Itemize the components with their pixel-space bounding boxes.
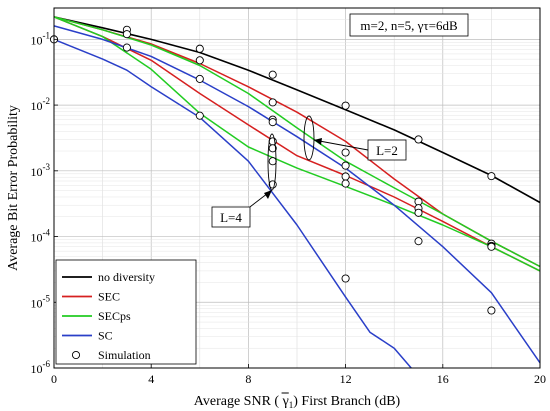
simulation-point bbox=[341, 172, 350, 181]
legend-label: SEC bbox=[98, 290, 120, 304]
x-tick-label: 8 bbox=[245, 372, 251, 386]
simulation-point bbox=[341, 179, 350, 188]
simulation-point bbox=[341, 161, 350, 170]
x-tick-label: 20 bbox=[534, 372, 546, 386]
legend: no diversity SEC SECps SC Simulation bbox=[55, 259, 197, 365]
simulation-point bbox=[122, 30, 131, 39]
simulation-point bbox=[487, 306, 496, 315]
legend-item-simulation: Simulation bbox=[71, 348, 151, 362]
series-sc-l2 bbox=[53, 25, 541, 364]
annotation-l4: L=4 bbox=[211, 133, 277, 228]
x-tick-label: 16 bbox=[437, 372, 449, 386]
simulation-point bbox=[268, 118, 277, 127]
legend-item-secps: SECps bbox=[62, 309, 131, 323]
x-tick-label: 4 bbox=[148, 372, 154, 386]
simulation-point bbox=[268, 157, 277, 166]
x-tick-label: 12 bbox=[340, 372, 352, 386]
legend-label: SC bbox=[98, 329, 113, 343]
simulation-point bbox=[341, 101, 350, 110]
series-sec-l4 bbox=[53, 16, 541, 272]
simulation-point bbox=[268, 144, 277, 153]
annotation-l2: L=2 bbox=[303, 115, 407, 161]
y-tick-label: 10-1 bbox=[31, 30, 51, 47]
simulation-point bbox=[341, 148, 350, 157]
simulation-point bbox=[341, 274, 350, 283]
y-axis-label: Average Bit Error Probability bbox=[6, 105, 21, 271]
series-secps-l4 bbox=[53, 16, 541, 272]
simulation-point bbox=[195, 44, 204, 53]
series-no-diversity bbox=[53, 16, 541, 204]
legend-item-no-diversity: no diversity bbox=[62, 270, 155, 284]
simulation-point bbox=[487, 172, 496, 181]
y-tick-label: 10-3 bbox=[31, 162, 51, 179]
simulation-point bbox=[487, 242, 496, 251]
l4-label: L=4 bbox=[220, 210, 242, 225]
x-axis-label-text: Average SNR ( γ1) First Branch (dB) bbox=[194, 394, 401, 410]
simulation-point bbox=[268, 98, 277, 107]
params-box: m=2, n=5, γτ=6dB bbox=[349, 13, 469, 37]
legend-label: Simulation bbox=[98, 348, 151, 362]
series-secps-l2 bbox=[53, 16, 541, 268]
simulation-point bbox=[414, 237, 423, 246]
x-tick-label: 0 bbox=[51, 372, 57, 386]
simulation-point bbox=[414, 197, 423, 206]
simulation-point bbox=[268, 70, 277, 79]
simulation-point bbox=[122, 43, 131, 52]
gamma-symbol: γ bbox=[282, 394, 289, 409]
y-tick-label: 10-4 bbox=[31, 228, 51, 245]
params-box-text: m=2, n=5, γτ=6dB bbox=[360, 18, 458, 33]
legend-label: SECps bbox=[98, 309, 131, 323]
plot-frame bbox=[53, 7, 541, 369]
legend-item-sec: SEC bbox=[62, 290, 120, 304]
simulation-markers bbox=[49, 25, 496, 315]
y-tick-label: 10-2 bbox=[31, 96, 51, 113]
l2-label: L=2 bbox=[376, 143, 398, 158]
y-tick-label: 10-6 bbox=[31, 359, 51, 376]
x-axis-label: Average SNR ( γ1) First Branch (dB) bbox=[194, 392, 401, 410]
simulation-point bbox=[414, 135, 423, 144]
legend-item-sc: SC bbox=[62, 329, 113, 343]
series-sc-l4 bbox=[53, 38, 412, 369]
simulation-point bbox=[195, 74, 204, 83]
series-lines bbox=[53, 16, 541, 369]
simulation-point bbox=[195, 111, 204, 120]
simulation-point bbox=[414, 208, 423, 217]
y-tick-label: 10-5 bbox=[31, 293, 51, 310]
simulation-point bbox=[195, 56, 204, 65]
legend-label: no diversity bbox=[98, 270, 155, 284]
x-tick-labels: 0 4 8 12 16 20 bbox=[51, 364, 546, 386]
